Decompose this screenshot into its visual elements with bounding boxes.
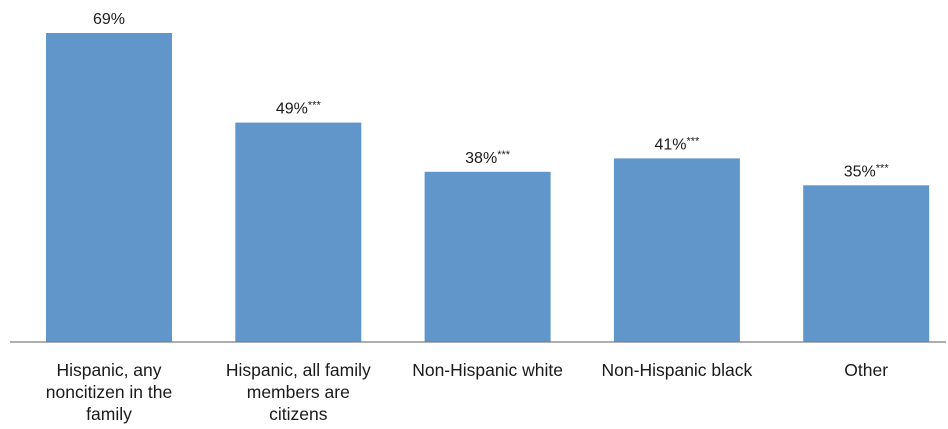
bar-value-label: 41%*** [654,135,700,153]
bar [235,122,362,342]
category-labels-group: Hispanic, any noncitizen in the family Hisp… [46,360,888,424]
category-tick-label: Hispanic, any noncitizen in the family [46,360,172,424]
category-tick-label: Non-Hispanic black [602,360,753,380]
bar [803,185,930,342]
bar-value-label: 49%*** [276,100,322,118]
category-tick-label: Hispanic, all family members are citizens [226,360,371,424]
bar-value-label: 69% [93,11,125,28]
category-tick-label: Other [844,360,888,380]
bars-group [46,33,930,342]
category-tick-label: Non-Hispanic white [412,360,563,380]
bar-value-label: 35%*** [844,162,890,180]
bar [424,171,551,342]
bar [46,33,172,342]
bar [613,158,740,342]
value-labels-group: 69% 49%*** 38%*** 41%*** 35%*** [93,11,889,180]
bar-value-label: 38%*** [465,149,511,167]
